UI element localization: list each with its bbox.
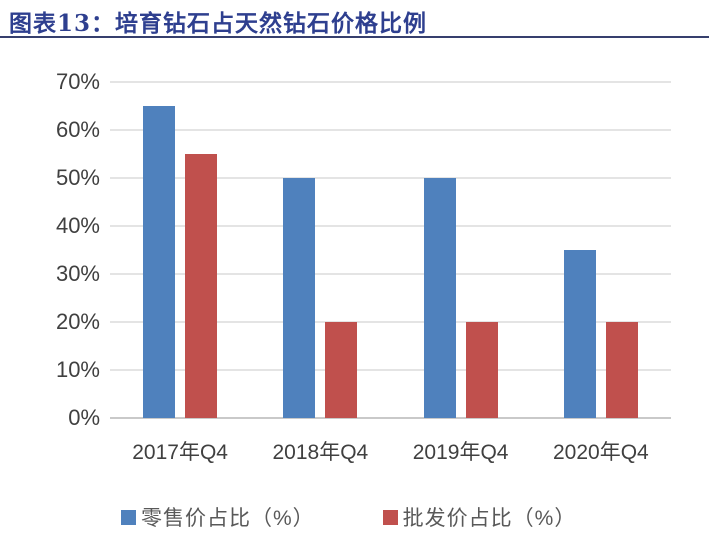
x-category-label: 2018年Q4 <box>272 441 369 464</box>
x-axis-line <box>110 417 671 419</box>
x-category-label: 2019年Q4 <box>412 441 509 464</box>
y-tick-label: 20% <box>55 309 100 334</box>
legend-item-retail: 零售价占比（%） <box>121 502 315 532</box>
y-tick-label: 50% <box>55 165 100 190</box>
y-tick-label: 10% <box>55 357 100 382</box>
legend-label: 零售价占比（%） <box>141 507 315 530</box>
chart-legend: 零售价占比（%） 批发价占比（%） <box>121 502 576 532</box>
bar-wholesale-2019年Q4 <box>465 322 498 418</box>
bar-retail-2019年Q4 <box>423 178 456 418</box>
figure-title: 图表13：培育钻石占天然钻石价格比例 <box>9 10 428 37</box>
y-tick-label: 70% <box>55 69 100 94</box>
y-tick-label: 30% <box>55 261 100 286</box>
legend-swatch-icon <box>121 509 136 525</box>
legend-label: 批发价占比（%） <box>402 507 577 530</box>
y-tick-label: 0% <box>68 405 100 430</box>
gridline <box>110 129 671 131</box>
legend-swatch-icon <box>382 509 398 525</box>
x-category-label: 2020年Q4 <box>553 441 649 464</box>
gridline <box>110 273 671 275</box>
title-rule <box>0 36 709 38</box>
bar-retail-2018年Q4 <box>283 178 316 418</box>
gridline <box>110 225 671 227</box>
legend-item-wholesale: 批发价占比（%） <box>382 502 577 532</box>
bar-wholesale-2020年Q4 <box>605 322 638 418</box>
bar-retail-2020年Q4 <box>563 250 596 418</box>
bar-wholesale-2018年Q4 <box>325 322 358 418</box>
bar-retail-2017年Q4 <box>143 106 176 418</box>
gridline <box>110 81 671 83</box>
plot-area <box>110 81 671 419</box>
x-category-label: 2017年Q4 <box>132 441 228 464</box>
gridline <box>110 177 671 179</box>
gridline <box>110 321 671 323</box>
y-tick-label: 40% <box>55 213 100 238</box>
gridline <box>110 369 671 371</box>
y-tick-label: 60% <box>55 117 100 142</box>
bar-wholesale-2017年Q4 <box>185 154 218 418</box>
